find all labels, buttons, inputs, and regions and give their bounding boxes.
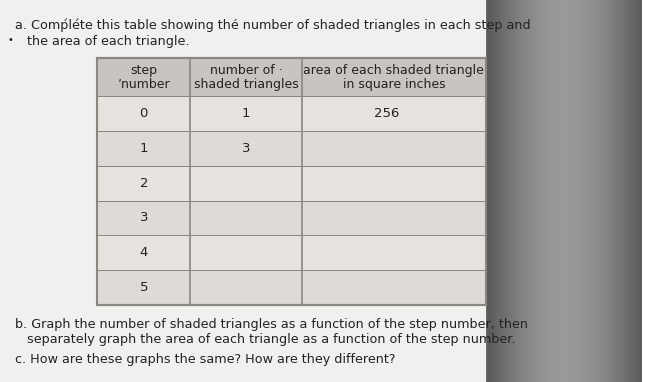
Text: 5: 5	[140, 281, 148, 294]
Text: area of each shaded triangle: area of each shaded triangle	[303, 63, 484, 76]
Bar	[98, 166, 486, 201]
Text: ʼnumber: ʼnumber	[117, 78, 170, 91]
Text: 4: 4	[140, 246, 148, 259]
Bar	[488, 0, 643, 382]
Bar	[98, 58, 486, 96]
Bar	[98, 96, 486, 131]
Text: a. Comṕléte this table showing thé number of shaded triangles in each step and: a. Comṕléte this table showing thé num…	[14, 18, 530, 31]
Bar	[98, 235, 486, 270]
Text: shaded triangles: shaded triangles	[194, 78, 299, 91]
Text: number of ·: number of ·	[210, 63, 283, 76]
Text: b. Graph the number of shaded triangles as a function of the step number, then: b. Graph the number of shaded triangles …	[14, 318, 528, 331]
Bar	[98, 131, 486, 166]
Text: 1: 1	[242, 107, 250, 120]
Text: 256: 256	[374, 107, 400, 120]
Text: step: step	[130, 63, 158, 76]
Text: the area of each triangle.: the area of each triangle.	[14, 35, 189, 48]
Text: •: •	[8, 35, 14, 45]
Text: in square inches: in square inches	[343, 78, 445, 91]
Bar	[98, 201, 486, 235]
Text: 0: 0	[140, 107, 148, 120]
Text: separately graph the area of each triangle as a function of the step number.: separately graph the area of each triang…	[14, 333, 515, 346]
Bar	[98, 270, 486, 305]
Text: 1: 1	[140, 142, 148, 155]
Bar	[0, 0, 488, 382]
Text: 2: 2	[140, 176, 148, 189]
Text: 3: 3	[140, 211, 148, 224]
Text: c. How are these graphs the same? How are they different?: c. How are these graphs the same? How ar…	[14, 353, 395, 366]
Bar	[98, 58, 486, 305]
Text: 3: 3	[242, 142, 250, 155]
